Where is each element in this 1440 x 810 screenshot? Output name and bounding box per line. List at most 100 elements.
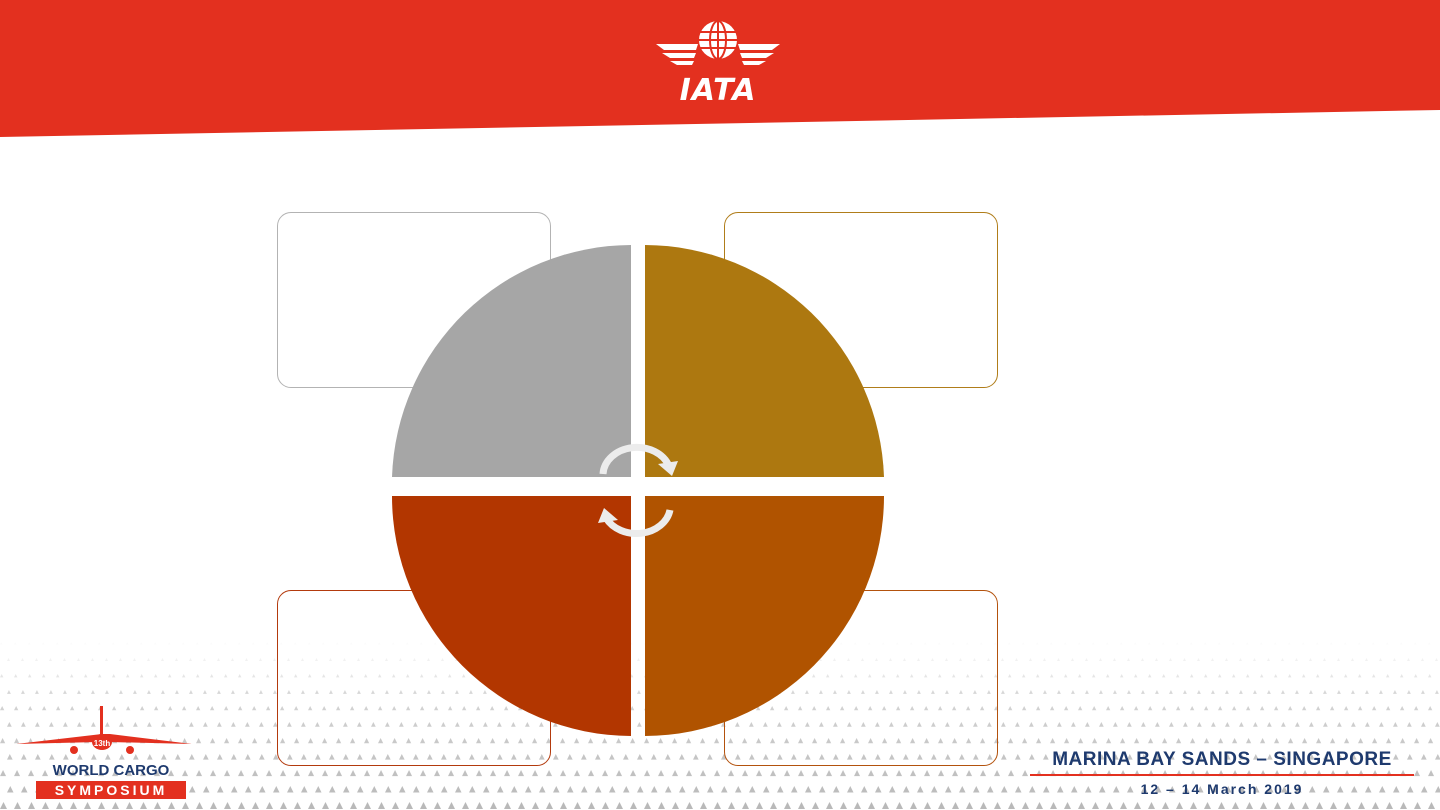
pattern-triangle — [203, 754, 209, 760]
pattern-triangle — [1064, 802, 1071, 809]
pattern-triangle — [336, 706, 341, 711]
pattern-triangle — [287, 722, 292, 727]
pattern-triangle — [1029, 754, 1035, 760]
pattern-triangle — [609, 754, 615, 760]
pattern-triangle — [532, 802, 539, 809]
pattern-triangle — [1393, 786, 1400, 793]
pattern-triangle — [798, 706, 803, 711]
pattern-triangle — [1344, 738, 1350, 744]
pattern-triangle — [553, 786, 560, 793]
pattern-triangle — [588, 738, 594, 744]
pattern-triangle — [1267, 722, 1272, 727]
pattern-triangle — [1246, 802, 1253, 809]
pattern-triangle — [819, 754, 825, 760]
pattern-triangle — [42, 706, 47, 711]
pattern-triangle — [448, 706, 453, 711]
pattern-triangle — [1232, 802, 1239, 809]
pattern-triangle — [770, 706, 775, 711]
pattern-triangle — [1022, 802, 1029, 809]
pattern-triangle — [231, 786, 238, 793]
pattern-triangle — [1225, 786, 1232, 793]
pattern-triangle — [511, 722, 516, 727]
pattern-triangle — [1183, 786, 1190, 793]
globe-wings-icon — [656, 20, 780, 65]
pattern-triangle — [161, 722, 166, 727]
pattern-triangle — [189, 722, 194, 727]
pattern-triangle — [777, 754, 783, 760]
pattern-triangle — [70, 802, 77, 809]
pattern-triangle — [308, 706, 313, 711]
pattern-triangle — [728, 770, 735, 777]
pattern-triangle — [245, 786, 252, 793]
pattern-triangle — [112, 770, 119, 777]
pattern-triangle — [966, 802, 973, 809]
pattern-triangle — [217, 754, 223, 760]
pattern-triangle — [322, 738, 328, 744]
pattern-triangle — [56, 802, 63, 809]
circular-arrows-icon — [599, 443, 674, 538]
pattern-triangle — [420, 738, 426, 744]
pattern-triangle — [462, 802, 469, 809]
pattern-triangle — [952, 706, 957, 711]
pattern-triangle — [1197, 722, 1202, 727]
pattern-triangle — [917, 722, 922, 727]
pattern-triangle — [504, 770, 511, 777]
quadrant-top-right — [645, 245, 884, 477]
pattern-triangle — [1309, 786, 1316, 793]
pattern-triangle — [1414, 770, 1421, 777]
event-venue: MARINA BAY SANDS – SINGAPORE — [1030, 748, 1414, 776]
pattern-triangle — [910, 770, 917, 777]
pattern-triangle — [252, 770, 259, 777]
pattern-triangle — [14, 802, 21, 809]
pattern-triangle — [875, 722, 880, 727]
pattern-triangle — [231, 754, 237, 760]
pattern-triangle — [847, 722, 852, 727]
pattern-triangle — [1428, 738, 1434, 744]
pattern-triangle — [28, 706, 33, 711]
pattern-triangle — [588, 802, 595, 809]
pattern-triangle — [700, 738, 706, 744]
pattern-triangle — [1323, 722, 1328, 727]
pattern-triangle — [182, 770, 189, 777]
pattern-triangle — [175, 754, 181, 760]
pattern-triangle — [896, 706, 901, 711]
airplane-icon: 13th — [16, 706, 192, 754]
pattern-triangle — [448, 770, 455, 777]
pattern-triangle — [1267, 786, 1274, 793]
pattern-triangle — [1204, 706, 1209, 711]
pattern-triangle — [672, 770, 679, 777]
pattern-triangle — [1176, 706, 1181, 711]
pattern-triangle — [588, 770, 595, 777]
pattern-triangle — [28, 802, 35, 809]
pattern-triangle — [1407, 722, 1412, 727]
pattern-triangle — [1113, 722, 1118, 727]
pattern-triangle — [1106, 738, 1112, 744]
pattern-triangle — [1337, 786, 1344, 793]
pattern-triangle — [1008, 738, 1014, 744]
pattern-triangle — [798, 802, 805, 809]
pattern-triangle — [77, 722, 82, 727]
pattern-triangle — [1169, 754, 1175, 760]
pattern-triangle — [364, 706, 369, 711]
pattern-triangle — [1176, 802, 1183, 809]
pattern-triangle — [924, 706, 929, 711]
pattern-triangle — [546, 738, 552, 744]
pattern-triangle — [1078, 738, 1084, 744]
pattern-triangle — [7, 786, 14, 793]
pattern-triangle — [637, 786, 644, 793]
pattern-triangle — [903, 754, 909, 760]
pattern-triangle — [994, 770, 1001, 777]
pattern-triangle — [203, 786, 210, 793]
pattern-triangle — [966, 738, 972, 744]
pattern-triangle — [987, 722, 992, 727]
pattern-triangle — [924, 770, 931, 777]
pattern-triangle — [196, 770, 203, 777]
pattern-triangle — [287, 786, 294, 793]
pattern-triangle — [1323, 786, 1330, 793]
pattern-triangle — [1057, 754, 1063, 760]
pattern-triangle — [637, 722, 642, 727]
pattern-triangle — [791, 754, 797, 760]
pattern-triangle — [427, 722, 432, 727]
pattern-triangle — [553, 722, 558, 727]
pattern-triangle — [1253, 754, 1259, 760]
